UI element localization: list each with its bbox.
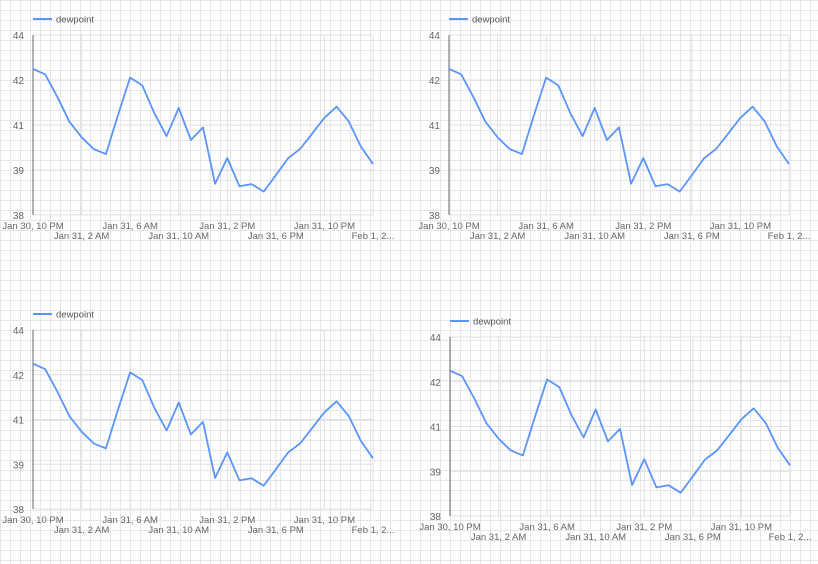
series-line-dewpoint[interactable] <box>449 369 791 494</box>
y-tick-label: 38 <box>13 211 25 222</box>
x-tick-label: Jan 31, 2 AM <box>470 231 526 242</box>
y-tick-label: 42 <box>430 378 442 389</box>
x-tick-label: Jan 30, 10 PM <box>2 221 63 232</box>
x-tick-label: Jan 31, 10 AM <box>564 231 625 242</box>
x-tick-label: Jan 31, 10 PM <box>294 221 355 232</box>
x-tick-label: Jan 31, 2 AM <box>54 525 110 536</box>
x-tick-label: Jan 31, 10 PM <box>294 515 355 526</box>
y-tick-label: 38 <box>13 505 25 516</box>
series-line-dewpoint[interactable] <box>32 68 374 193</box>
x-tick-label: Jan 31, 2 AM <box>471 532 527 543</box>
x-tick-label: Feb 1, 2... <box>769 532 812 543</box>
legend: dewpoint <box>450 317 511 328</box>
x-tick-label: Jan 31, 2 PM <box>199 515 255 526</box>
y-tick-label: 39 <box>13 460 25 471</box>
x-tick-label: Jan 31, 6 PM <box>248 525 304 536</box>
y-tick-label: 41 <box>13 416 25 427</box>
x-tick-label: Jan 31, 6 PM <box>665 532 721 543</box>
legend-label: dewpoint <box>472 15 510 26</box>
x-tick-label: Jan 31, 10 AM <box>565 532 626 543</box>
x-tick-label: Jan 30, 10 PM <box>418 221 479 232</box>
y-tick-label: 41 <box>429 121 441 132</box>
y-tick-label: 44 <box>13 326 25 337</box>
legend-label: dewpoint <box>56 310 94 321</box>
x-tick-label: Jan 31, 6 AM <box>102 515 158 526</box>
legend-label: dewpoint <box>473 317 511 328</box>
y-tick-label: 38 <box>429 211 441 222</box>
y-tick-label: 44 <box>430 333 442 344</box>
x-tick-label: Feb 1, 2... <box>768 231 811 242</box>
legend: dewpoint <box>33 310 94 321</box>
x-tick-label: Jan 31, 10 PM <box>710 221 771 232</box>
x-tick-label: Feb 1, 2... <box>352 525 395 536</box>
y-tick-label: 38 <box>430 512 442 523</box>
x-tick-label: Jan 31, 6 PM <box>664 231 720 242</box>
x-tick-label: Jan 31, 2 PM <box>615 221 671 232</box>
x-tick-label: Jan 31, 10 PM <box>711 522 772 533</box>
legend: dewpoint <box>33 15 94 26</box>
x-tick-label: Jan 31, 6 AM <box>519 522 575 533</box>
x-tick-label: Jan 31, 10 AM <box>148 231 209 242</box>
x-tick-label: Jan 31, 6 PM <box>248 231 304 242</box>
y-tick-label: 44 <box>13 31 25 42</box>
x-tick-label: Jan 31, 6 AM <box>102 221 158 232</box>
x-tick-label: Jan 31, 2 PM <box>616 522 672 533</box>
y-tick-label: 39 <box>429 166 441 177</box>
legend-label: dewpoint <box>56 15 94 26</box>
legend: dewpoint <box>449 15 510 26</box>
x-tick-label: Jan 30, 10 PM <box>2 515 63 526</box>
y-tick-label: 44 <box>429 31 441 42</box>
x-tick-label: Jan 31, 6 AM <box>518 221 574 232</box>
series-line-dewpoint[interactable] <box>32 362 374 487</box>
x-tick-label: Jan 31, 2 PM <box>199 221 255 232</box>
y-tick-label: 42 <box>429 76 441 87</box>
y-tick-label: 41 <box>430 423 442 434</box>
x-tick-label: Feb 1, 2... <box>352 231 395 242</box>
y-tick-label: 41 <box>13 121 25 132</box>
y-tick-label: 39 <box>13 166 25 177</box>
y-tick-label: 42 <box>13 76 25 87</box>
y-tick-label: 42 <box>13 371 25 382</box>
series-line-dewpoint[interactable] <box>448 68 790 193</box>
x-tick-label: Jan 31, 10 AM <box>148 525 209 536</box>
y-tick-label: 39 <box>430 467 442 478</box>
x-tick-label: Jan 31, 2 AM <box>54 231 110 242</box>
x-tick-label: Jan 30, 10 PM <box>419 522 480 533</box>
